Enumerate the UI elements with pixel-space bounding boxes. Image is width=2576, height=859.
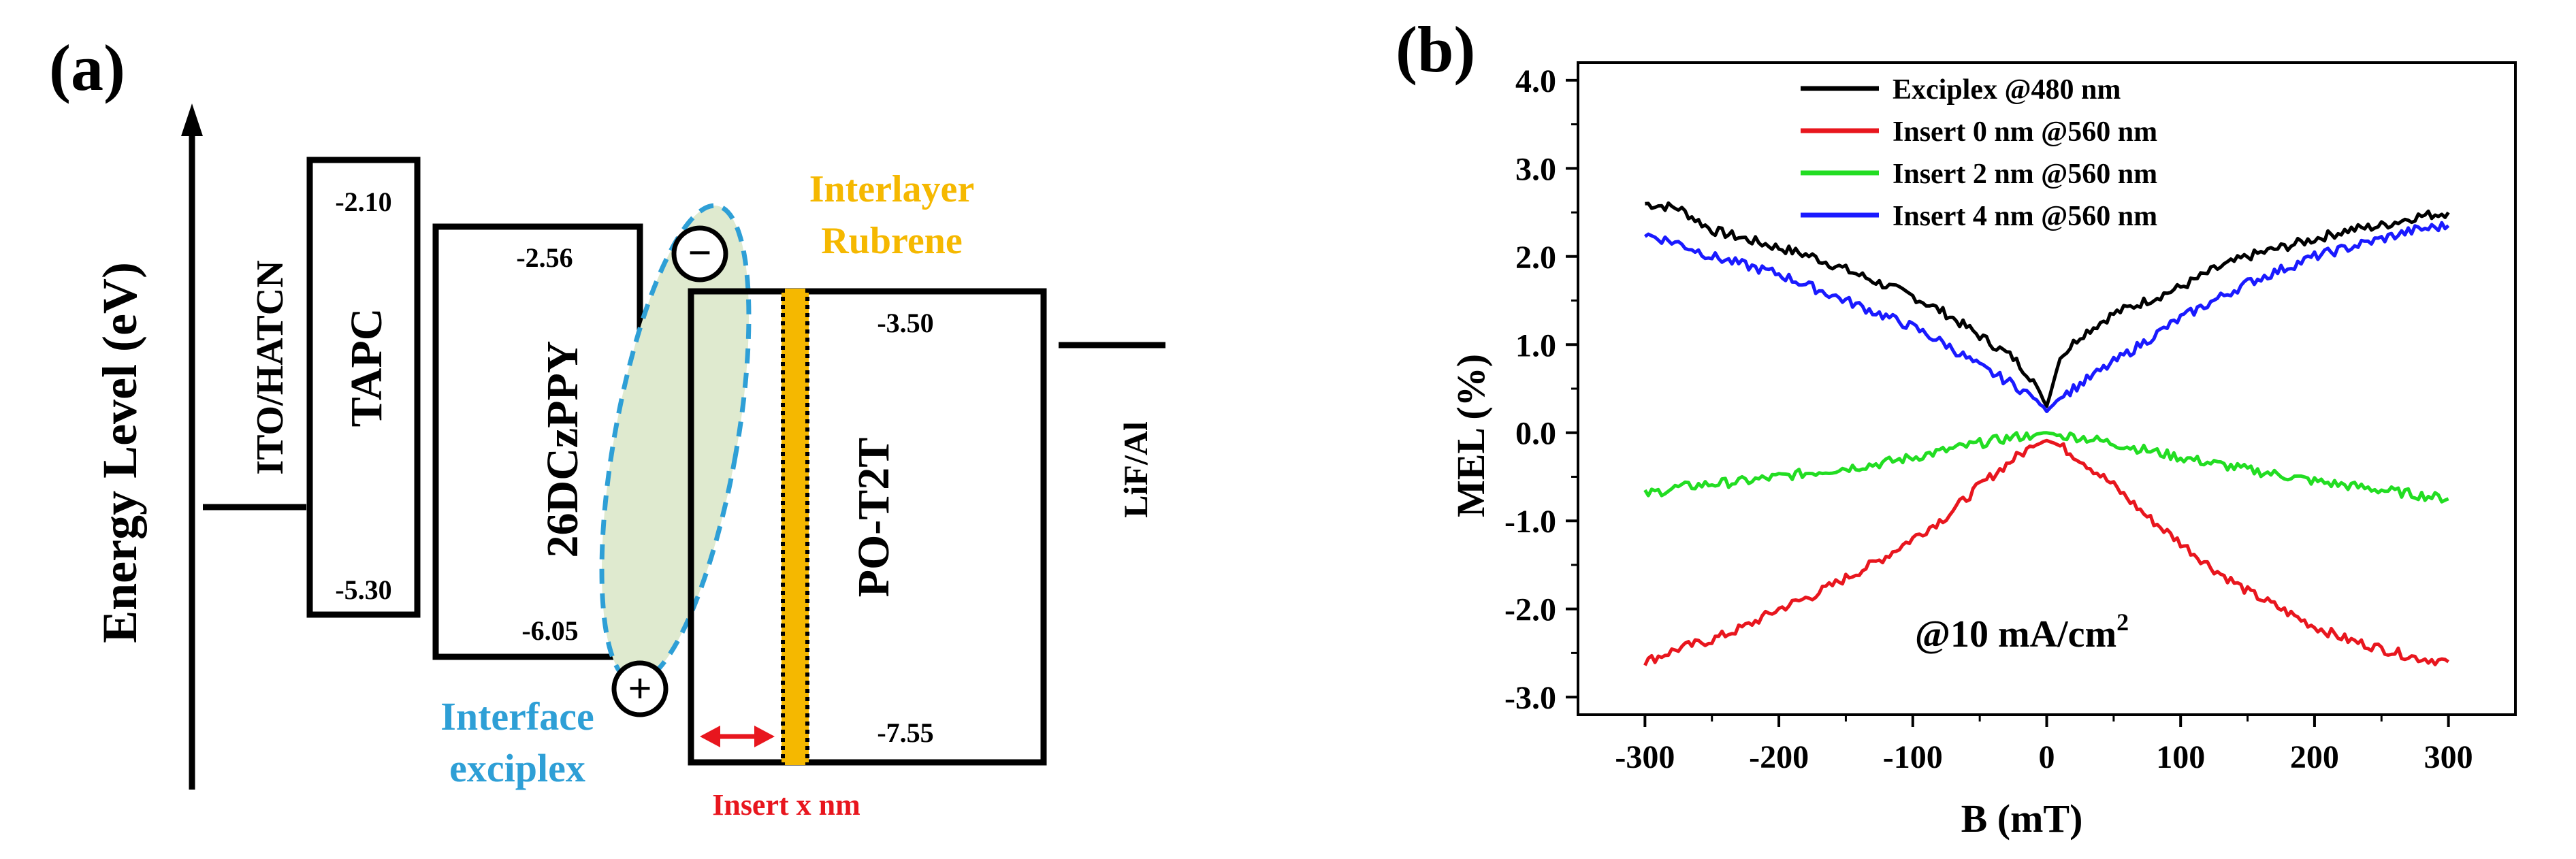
x-tick-label: -100 xyxy=(1883,739,1943,775)
plus-symbol: + xyxy=(628,666,651,712)
rubrene-interlayer xyxy=(782,289,809,765)
pot2t-label: PO-T2T xyxy=(849,438,899,598)
y-tick-label: 4.0 xyxy=(1515,63,1556,99)
pot2t-box xyxy=(688,288,1047,766)
y-tick-label: 2.0 xyxy=(1515,240,1556,276)
tapc-lumo: -2.10 xyxy=(335,187,391,217)
legend-label-1: Insert 0 nm @560 nm xyxy=(1893,116,2157,148)
chart-legend: Exciplex @480 nm Insert 0 nm @560 nm Inser… xyxy=(1801,74,2157,232)
series-line-3 xyxy=(1643,221,2450,413)
series-line-2 xyxy=(1643,431,2449,504)
interlayer-label-line2: Rubrene xyxy=(821,220,962,262)
interlayer-label-line1: Interlayer xyxy=(809,168,975,210)
electron-circle xyxy=(671,225,728,282)
pot2t-lumo: -3.50 xyxy=(877,308,933,338)
x-tick-label: 200 xyxy=(2290,739,2339,775)
y-tick-label: -2.0 xyxy=(1504,592,1556,628)
tapc-homo: -5.30 xyxy=(335,574,391,605)
x-tick-label: 0 xyxy=(2039,739,2055,775)
y-tick-label: 1.0 xyxy=(1515,327,1556,363)
insert-arrow-head-left xyxy=(700,726,720,747)
dczppy-lumo: -2.56 xyxy=(516,242,573,273)
series-line-1 xyxy=(1643,438,2450,666)
y-tick-label: 3.0 xyxy=(1515,151,1556,187)
x-tick-label: -200 xyxy=(1749,739,1809,775)
current-density-annotation: @10 mA/cm2 xyxy=(1915,609,2129,655)
panel-a-energy-diagram: (a) Energy Level (eV) ITO/HATCN -2.10 TA… xyxy=(49,31,1165,822)
legend-label-3: Insert 4 nm @560 nm xyxy=(1893,201,2157,232)
x-tick-label: 100 xyxy=(2156,739,2205,775)
y-tick-label: -3.0 xyxy=(1504,680,1556,716)
tapc-box xyxy=(306,157,421,618)
x-tick-label: 300 xyxy=(2424,739,2473,775)
ito-hatcn-label: ITO/HATCN xyxy=(249,260,291,474)
panel-b-mel-chart: (b) -300 -200 -100 0 100 200 300 -3.0 -2.0 -1.0 0.… xyxy=(1396,13,2517,841)
energy-axis-label: Energy Level (eV) xyxy=(93,262,147,643)
insert-arrow-head-right xyxy=(754,726,775,747)
chart-lines xyxy=(1643,201,2450,666)
y-axis-label: MEL (%) xyxy=(1449,354,1493,517)
energy-axis-arrowhead xyxy=(181,103,203,136)
legend-label-2: Insert 2 nm @560 nm xyxy=(1893,159,2157,190)
chart-axes: -300 -200 -100 0 100 200 300 -3.0 -2.0 -1.0 0.0 1.0… xyxy=(1504,61,2517,775)
x-axis-label: B (mT) xyxy=(1961,796,2083,841)
lif-al-label: LiF/Al xyxy=(1116,421,1155,518)
panel-b-label: (b) xyxy=(1396,13,1475,86)
x-tick-label: -300 xyxy=(1615,739,1675,775)
exciplex-label-line2: exciplex xyxy=(449,746,585,790)
exciplex-label-line1: Interface xyxy=(440,694,594,739)
insert-label: Insert x nm xyxy=(712,788,860,822)
tapc-label: TAPC xyxy=(342,308,391,427)
y-tick-label: 0.0 xyxy=(1515,416,1556,452)
panel-a-label: (a) xyxy=(49,31,125,104)
minus-symbol: − xyxy=(688,230,711,276)
pot2t-homo: -7.55 xyxy=(877,717,933,748)
dczppy-homo: -6.05 xyxy=(521,615,578,646)
legend-label-0: Exciplex @480 nm xyxy=(1893,74,2121,106)
dczppy-label: 26DCzPPY xyxy=(538,341,587,558)
y-tick-label: -1.0 xyxy=(1504,504,1556,540)
hole-circle xyxy=(611,660,669,717)
exciplex-region xyxy=(599,203,752,685)
series-line-0 xyxy=(1645,201,2450,408)
